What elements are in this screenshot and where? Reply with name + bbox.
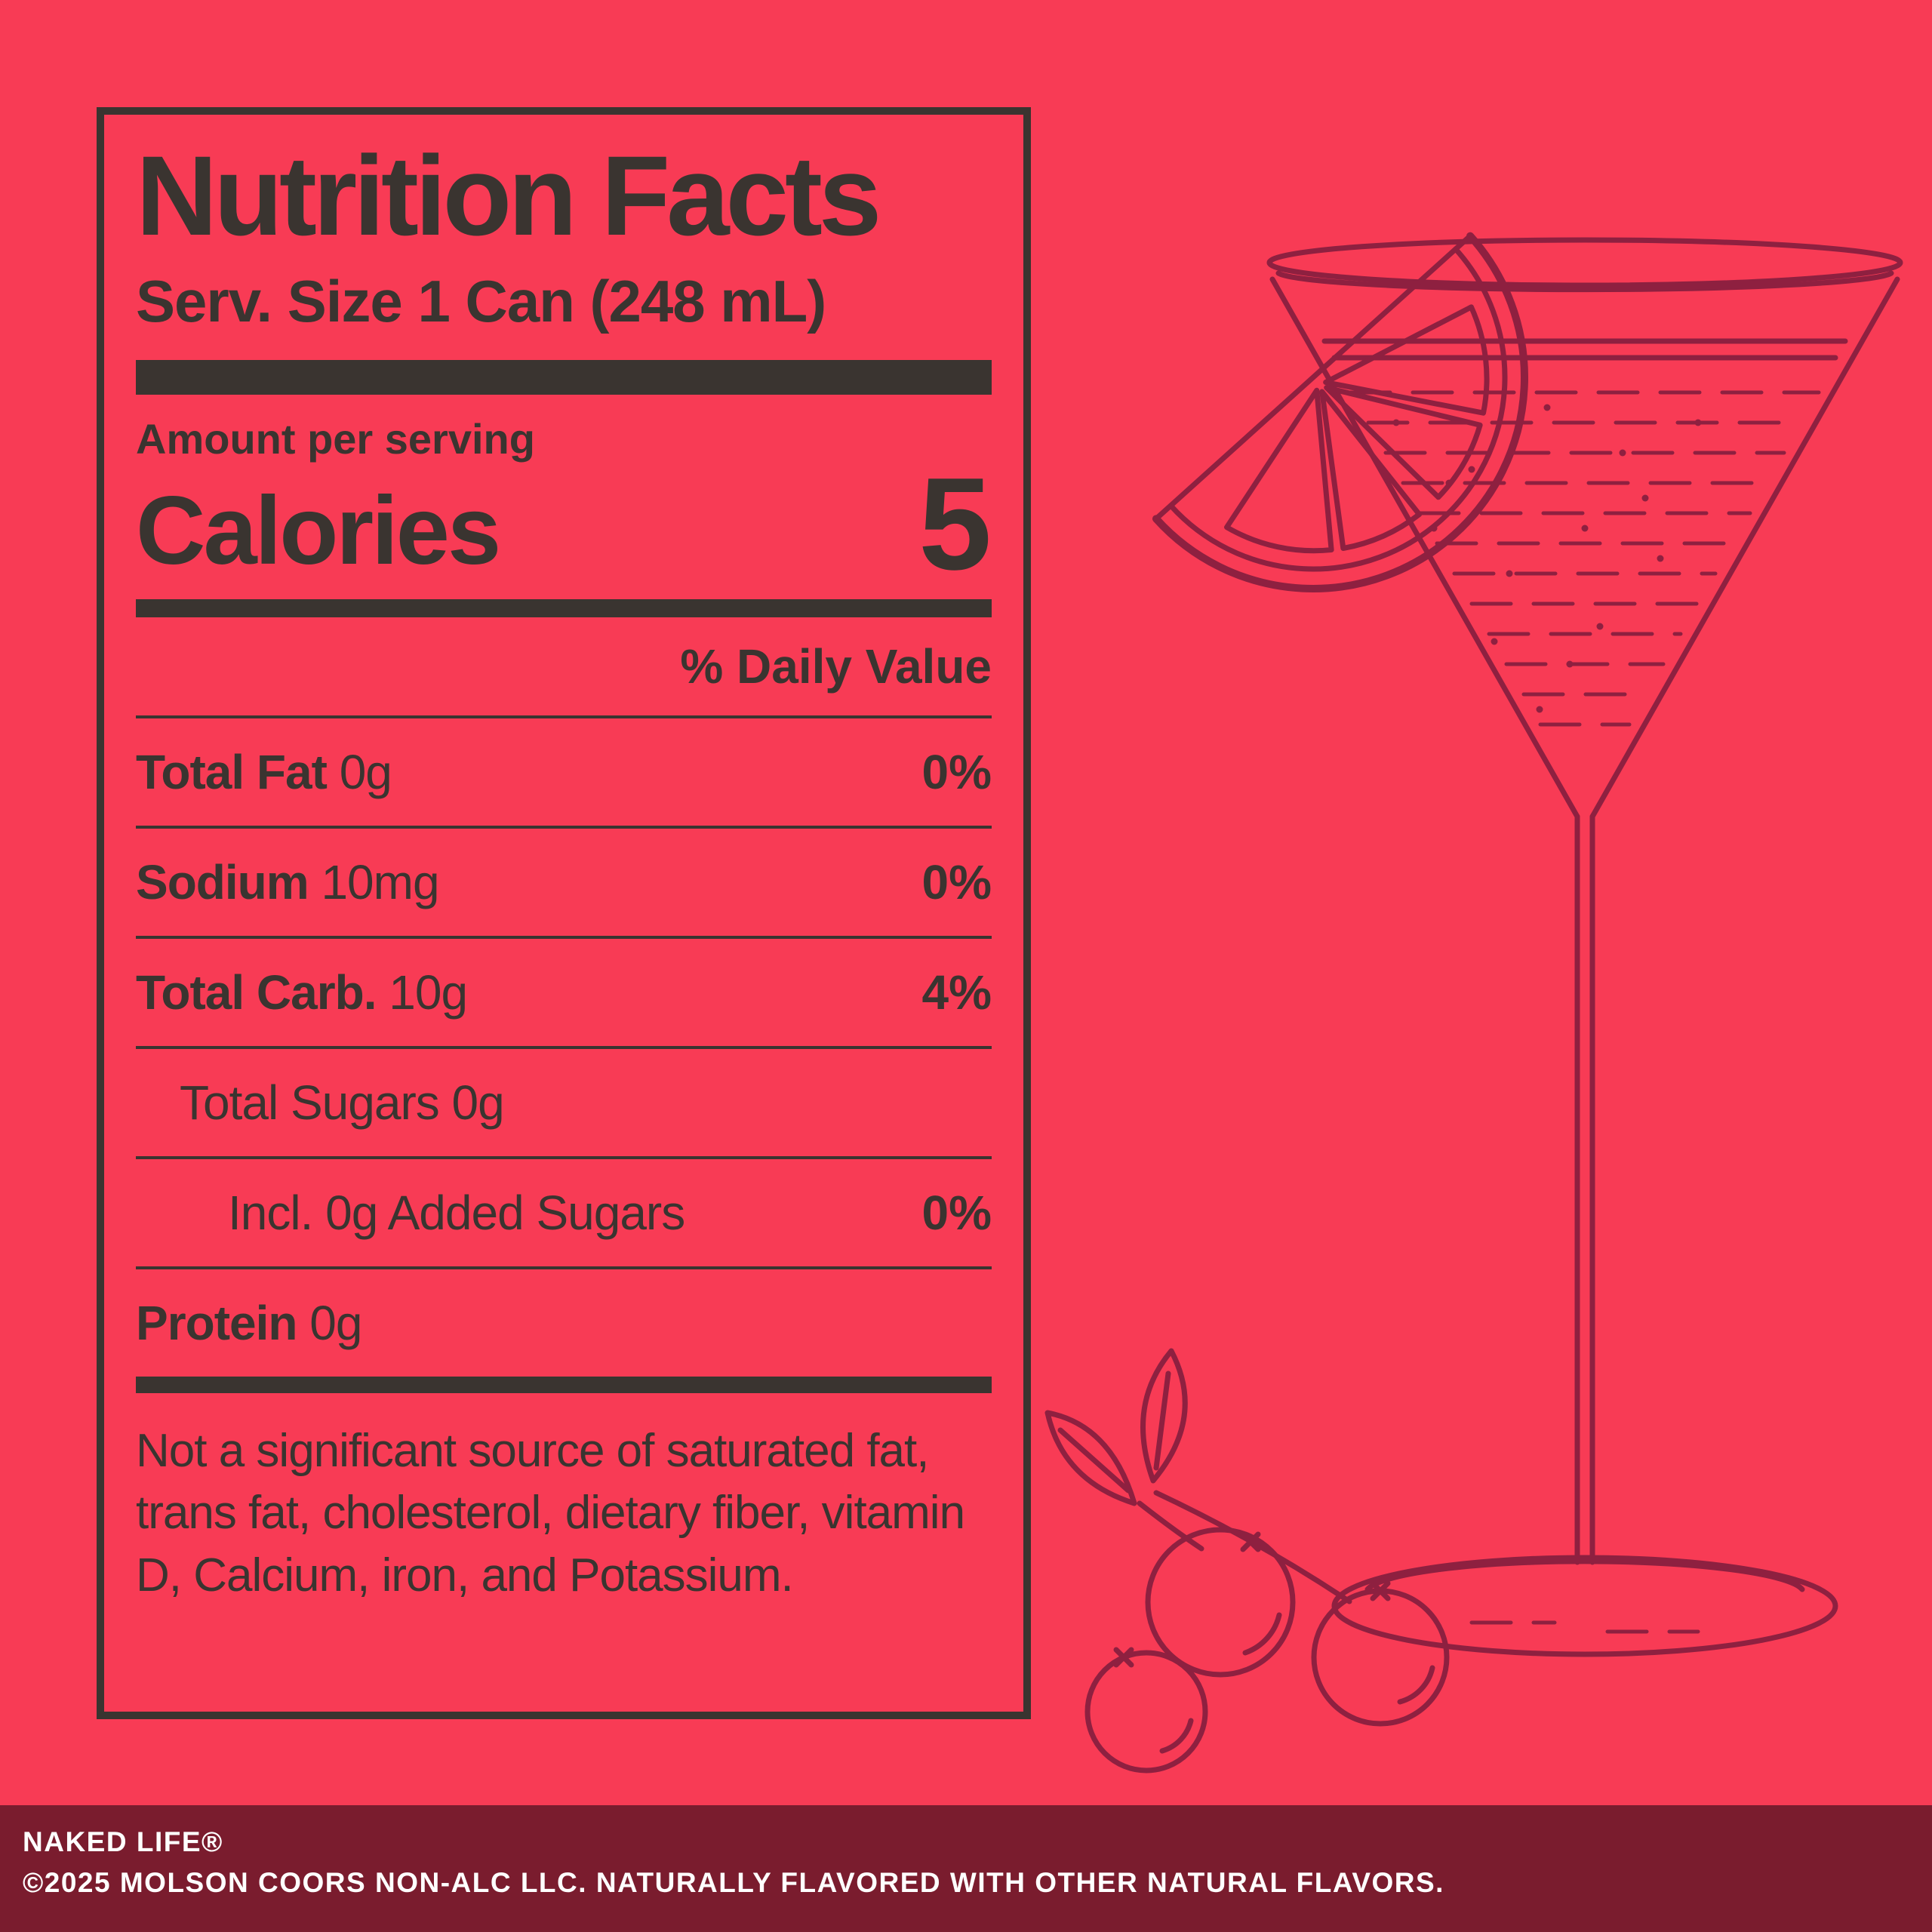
- nutrient-row-total-fat: Total Fat 0g 0%: [136, 715, 992, 826]
- footer-band: NAKED LIFE® ©2025 MOLSON COORS NON-ALC L…: [0, 1805, 1932, 1932]
- nutrient-name: Incl. 0g Added Sugars: [228, 1185, 685, 1240]
- nutrient-row-added-sugars: Incl. 0g Added Sugars 0%: [136, 1155, 992, 1266]
- nutrient-name: Total Carb. 10g: [136, 964, 468, 1020]
- nutrient-name: Total Fat 0g: [136, 744, 392, 799]
- nutrient-row-protein: Protein 0g: [136, 1266, 992, 1377]
- nutrient-dv: 0%: [921, 744, 992, 799]
- nutrient-dv: 0%: [921, 1185, 992, 1240]
- calories-label: Calories: [136, 476, 501, 585]
- calories-row: Calories 5: [136, 450, 992, 597]
- divider-bar-footnote: [136, 1376, 992, 1393]
- nutrient-name: Sodium 10mg: [136, 854, 440, 909]
- brand-name: NAKED LIFE®: [23, 1826, 223, 1857]
- divider-bar-thick: [136, 360, 992, 395]
- serving-size: Serv. Size 1 Can (248 mL): [136, 268, 826, 334]
- cranberries-icon: [1044, 1348, 1450, 1774]
- nutrient-row-total-carb: Total Carb. 10g 4%: [136, 935, 992, 1046]
- daily-value-header: % Daily Value: [680, 638, 992, 694]
- citrus-wedge-icon: [1152, 232, 1528, 592]
- martini-glass-icon: [1266, 237, 1903, 1657]
- nutrition-facts-title: Nutrition Facts: [136, 132, 881, 259]
- footnote: Not a significant source of saturated fa…: [136, 1424, 965, 1601]
- copyright-line: ©2025 MOLSON COORS NON-ALC LLC. NATURALL…: [23, 1867, 1444, 1898]
- calories-value: 5: [918, 450, 992, 597]
- nutrient-name: Total Sugars 0g: [180, 1075, 505, 1130]
- amount-per-serving-label: Amount per serving: [136, 415, 535, 463]
- nutrient-name: Protein 0g: [136, 1295, 362, 1350]
- nutrient-row-sodium: Sodium 10mg 0%: [136, 825, 992, 936]
- nutrient-rows: Total Fat 0g 0% Sodium 10mg 0% Total Car…: [136, 715, 992, 1377]
- nutrition-facts-label: Nutrition Facts Serv. Size 1 Can (248 mL…: [97, 107, 1031, 1719]
- nutrient-dv: 0%: [921, 854, 992, 909]
- nutrient-dv: 4%: [921, 964, 992, 1020]
- divider-bar-medium: [136, 598, 992, 617]
- nutrient-row-total-sugars: Total Sugars 0g: [136, 1045, 992, 1156]
